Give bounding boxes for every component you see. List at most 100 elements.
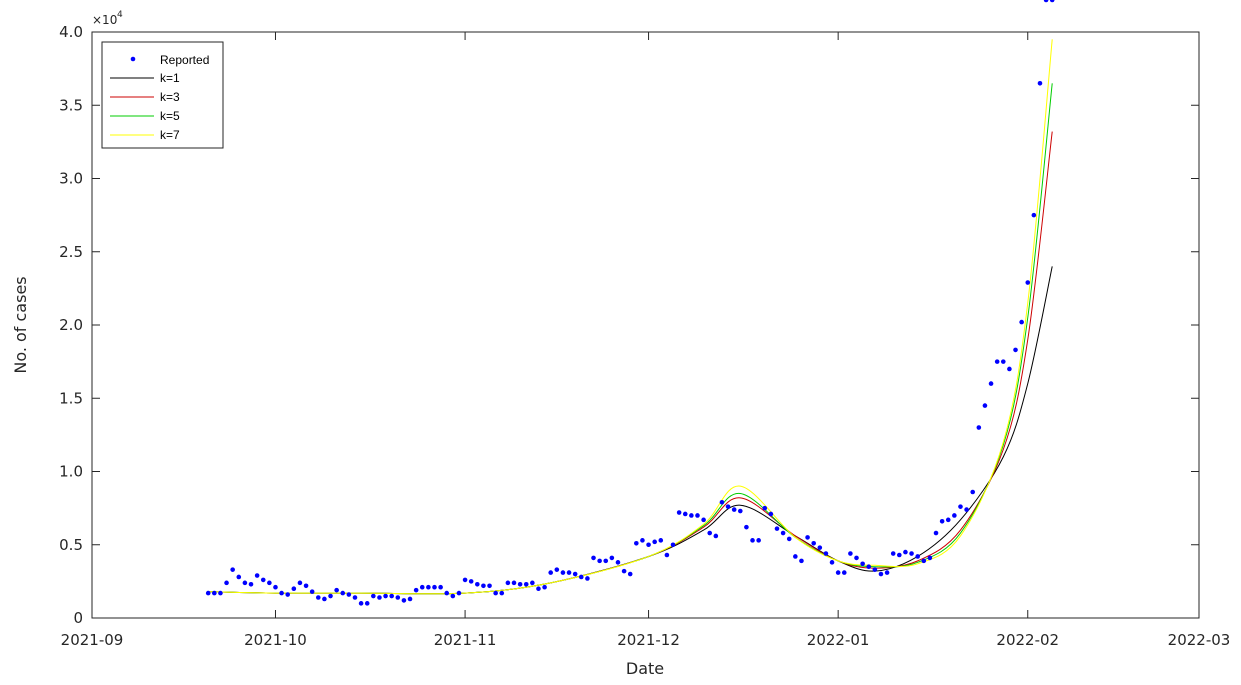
reported-point bbox=[664, 552, 670, 558]
reported-point bbox=[860, 561, 865, 567]
y-axis-title: No. of cases bbox=[11, 276, 30, 373]
reported-point bbox=[205, 590, 211, 596]
legend-marker-reported bbox=[130, 56, 136, 62]
reported-point bbox=[725, 504, 731, 509]
reported-point bbox=[340, 590, 346, 596]
legend-label-k5: k=5 bbox=[160, 109, 180, 123]
reported-point bbox=[793, 554, 798, 559]
reported-point bbox=[970, 489, 976, 495]
reported-point bbox=[854, 555, 859, 561]
reported-point bbox=[309, 589, 315, 594]
reported-point bbox=[945, 517, 951, 523]
y-tick-label: 4.0 bbox=[59, 23, 83, 41]
reported-point bbox=[915, 554, 920, 559]
reported-point bbox=[218, 590, 223, 596]
reported-point bbox=[627, 571, 633, 577]
reported-point bbox=[450, 593, 456, 599]
reported-point bbox=[322, 596, 327, 602]
x-tick-label: 2022-03 bbox=[1168, 631, 1231, 649]
reported-point bbox=[707, 530, 713, 536]
reported-point bbox=[603, 558, 609, 564]
reported-point bbox=[621, 568, 627, 574]
reported-point bbox=[364, 601, 370, 606]
reported-point bbox=[817, 545, 823, 550]
reported-point bbox=[927, 555, 933, 561]
reported-point bbox=[939, 519, 945, 524]
reported-point bbox=[1025, 280, 1031, 285]
reported-point bbox=[475, 582, 480, 587]
reported-point bbox=[1049, 0, 1055, 3]
y-multiplier: ×10 4 bbox=[92, 10, 123, 27]
reported-point bbox=[499, 590, 505, 596]
reported-point bbox=[279, 590, 284, 596]
reported-point bbox=[224, 580, 229, 586]
reported-point bbox=[719, 499, 725, 505]
reported-point bbox=[897, 552, 902, 558]
reported-point bbox=[701, 517, 706, 523]
reported-point bbox=[297, 580, 303, 586]
x-tick-label: 2021-11 bbox=[434, 631, 497, 649]
reported-point bbox=[786, 536, 792, 542]
reported-point bbox=[248, 582, 254, 587]
reported-point bbox=[260, 577, 266, 583]
legend: Reported k=1 k=3 k=5 k=7 bbox=[101, 41, 224, 149]
y-tick-label: 1.5 bbox=[59, 389, 83, 407]
legend-label-k1: k=1 bbox=[160, 71, 180, 85]
reported-point bbox=[413, 587, 419, 593]
reported-point bbox=[230, 567, 235, 572]
reported-point bbox=[542, 584, 547, 590]
reported-point bbox=[609, 555, 615, 561]
reported-point bbox=[426, 584, 431, 590]
reported-point bbox=[982, 403, 988, 408]
reported-point bbox=[731, 507, 737, 512]
reported-point bbox=[1000, 359, 1006, 364]
reported-point bbox=[872, 567, 878, 572]
reported-point bbox=[634, 540, 639, 546]
reported-point bbox=[958, 504, 963, 509]
reported-point bbox=[444, 590, 450, 596]
reported-point bbox=[572, 571, 578, 577]
reported-point bbox=[267, 580, 272, 586]
legend-label-k7: k=7 bbox=[160, 128, 180, 142]
reported-point bbox=[811, 540, 816, 546]
reported-point bbox=[597, 558, 602, 564]
reported-point bbox=[750, 538, 755, 543]
reported-point bbox=[652, 539, 657, 545]
reported-point bbox=[676, 510, 682, 515]
reported-point bbox=[756, 538, 761, 543]
reported-point bbox=[933, 530, 939, 536]
reported-point bbox=[952, 513, 957, 518]
reported-point bbox=[523, 582, 529, 587]
reported-point bbox=[371, 593, 376, 599]
reported-point bbox=[878, 571, 884, 577]
reported-point bbox=[395, 595, 401, 600]
x-tick-label: 2021-09 bbox=[61, 631, 124, 649]
reported-point bbox=[273, 584, 278, 590]
reported-point bbox=[346, 592, 352, 597]
reported-point bbox=[585, 576, 590, 581]
x-axis-title: Date bbox=[626, 659, 664, 678]
y-tick-label: 0.5 bbox=[59, 536, 83, 554]
reported-point bbox=[964, 507, 969, 512]
reported-point bbox=[670, 542, 676, 548]
reported-point bbox=[242, 580, 248, 586]
x-tick-label: 2022-01 bbox=[807, 631, 870, 649]
reported-point bbox=[909, 551, 914, 556]
reported-point bbox=[285, 592, 291, 597]
reported-point bbox=[517, 582, 523, 587]
reported-point bbox=[780, 530, 786, 536]
reported-point bbox=[805, 535, 810, 540]
reported-point bbox=[829, 560, 835, 565]
reported-point bbox=[737, 508, 743, 514]
reported-point bbox=[377, 595, 382, 600]
reported-point bbox=[554, 567, 560, 572]
reported-point bbox=[640, 538, 645, 543]
reported-point bbox=[236, 574, 242, 580]
reported-point bbox=[774, 526, 780, 531]
reported-point bbox=[921, 558, 927, 564]
x-axis: 2021-09 2021-10 2021-11 2021-12 2022-01 2022-… bbox=[61, 32, 1231, 649]
reported-point bbox=[762, 505, 768, 511]
reported-point bbox=[744, 524, 749, 530]
reported-point bbox=[695, 513, 700, 518]
reported-point bbox=[994, 359, 1000, 364]
